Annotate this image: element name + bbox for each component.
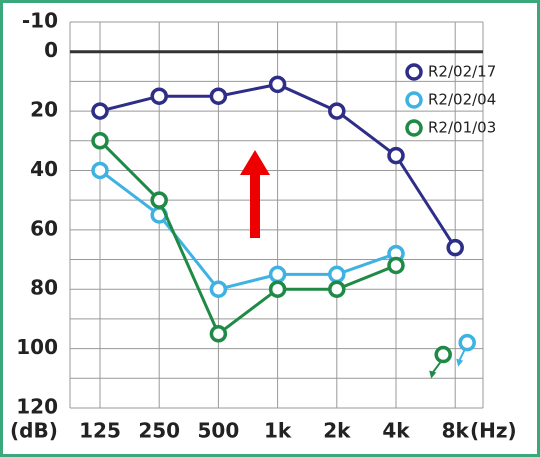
data-point bbox=[328, 265, 346, 284]
data-point bbox=[268, 75, 287, 94]
y-tick-label: 40 bbox=[30, 157, 58, 181]
data-point bbox=[434, 345, 452, 364]
no-response-arrowhead bbox=[456, 358, 464, 367]
x-tick-label: 8k bbox=[442, 419, 470, 443]
data-point bbox=[209, 325, 228, 343]
data-point bbox=[387, 146, 405, 165]
y-tick-label: 0 bbox=[44, 38, 58, 62]
legend-marker bbox=[405, 91, 423, 109]
x-unit: (Hz) bbox=[470, 419, 517, 443]
data-point bbox=[209, 280, 228, 298]
y-tick-label: 20 bbox=[30, 98, 58, 122]
x-tick-label: 125 bbox=[79, 419, 121, 443]
series-line bbox=[99, 169, 397, 291]
y-tick-label: 120 bbox=[16, 395, 58, 419]
y-tick-label: 60 bbox=[30, 216, 58, 240]
legend-label: R2/02/04 bbox=[428, 91, 496, 109]
x-tick-label: 1k bbox=[264, 419, 292, 443]
data-point bbox=[446, 238, 464, 257]
x-tick-label: 4k bbox=[382, 419, 410, 443]
legend-marker bbox=[405, 63, 423, 81]
data-point bbox=[328, 280, 346, 298]
x-tick-label: 250 bbox=[138, 419, 180, 443]
x-tick-label: 2k bbox=[323, 419, 351, 443]
data-point bbox=[458, 333, 476, 352]
y-tick-label: 80 bbox=[30, 276, 58, 300]
legend-marker bbox=[405, 119, 423, 137]
data-point bbox=[150, 191, 168, 209]
data-point bbox=[91, 102, 109, 120]
data-point bbox=[91, 132, 109, 150]
series-line bbox=[98, 139, 397, 337]
data-point bbox=[91, 161, 109, 180]
data-point bbox=[268, 265, 287, 284]
x-tick-label: 500 bbox=[198, 419, 240, 443]
data-point bbox=[209, 87, 228, 105]
y-tick-label: -10 bbox=[22, 9, 58, 33]
legend-label: R2/01/03 bbox=[428, 119, 496, 137]
data-point bbox=[328, 102, 346, 120]
y-unit: (dB) bbox=[10, 419, 58, 443]
data-point bbox=[387, 256, 405, 275]
y-tick-label: 100 bbox=[16, 335, 58, 359]
data-point bbox=[268, 280, 287, 298]
data-point bbox=[150, 87, 168, 105]
up-arrow bbox=[240, 150, 270, 238]
legend-label: R2/02/17 bbox=[428, 63, 496, 81]
no-response-arrowhead bbox=[429, 370, 437, 379]
